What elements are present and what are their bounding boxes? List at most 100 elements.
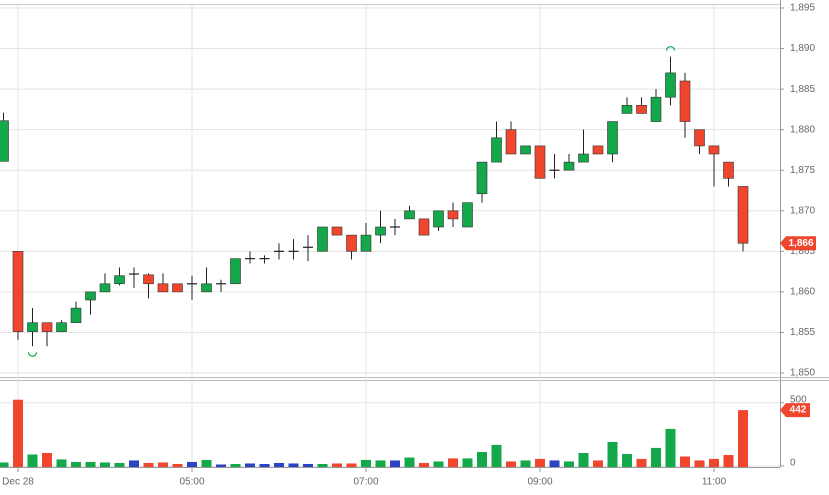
y-tick-label: 1,895 xyxy=(790,3,815,14)
low-marker xyxy=(27,352,38,357)
volume-bar xyxy=(85,461,96,467)
last-price-tag xyxy=(780,236,816,251)
volume-bar xyxy=(13,399,23,467)
volume-bar xyxy=(680,456,690,467)
volume-bar xyxy=(477,451,487,467)
candle-body xyxy=(592,145,604,155)
x-tick-label: 05:00 xyxy=(179,477,204,488)
volume-bar xyxy=(27,454,38,467)
volume-bar xyxy=(564,461,574,467)
y-tick-label: 1,870 xyxy=(790,205,815,216)
volume-bar xyxy=(520,460,531,467)
volume-bar xyxy=(100,462,110,467)
candle-body xyxy=(418,218,430,236)
candle-body xyxy=(85,291,96,301)
volume-bar xyxy=(651,447,661,467)
candle-body xyxy=(505,129,517,155)
volume-bar xyxy=(390,460,400,467)
candle-body xyxy=(737,186,749,244)
candle-body xyxy=(12,251,24,332)
last-volume-tag xyxy=(780,403,810,418)
volume-bar xyxy=(201,459,212,467)
candle-body xyxy=(433,210,444,228)
candle-body xyxy=(636,105,647,114)
candle-body xyxy=(665,72,676,98)
candle-body xyxy=(476,161,488,195)
candle-body xyxy=(520,145,531,155)
candle-body xyxy=(114,275,125,285)
candle-body xyxy=(56,322,67,332)
y-tick-label: 1,865 xyxy=(790,246,815,257)
candle-body xyxy=(172,283,183,293)
volume-bar xyxy=(723,454,734,467)
candle-body xyxy=(317,226,328,252)
y-tick-label: 1,890 xyxy=(790,43,815,54)
volume-bar xyxy=(230,463,241,467)
volume-bar xyxy=(129,460,139,467)
candle-body xyxy=(375,226,386,236)
candle-body xyxy=(99,283,111,293)
volume-bar xyxy=(738,410,748,467)
volume-bar xyxy=(419,462,429,467)
volume-bar xyxy=(549,460,560,467)
candle-body xyxy=(230,258,241,285)
last-volume-label: 442 xyxy=(790,405,807,416)
candle-body xyxy=(694,129,705,147)
candle-body xyxy=(346,234,357,252)
high-marker xyxy=(665,46,676,51)
volume-bar xyxy=(187,461,197,467)
volume-bar xyxy=(114,462,125,467)
volume-bar xyxy=(665,428,676,467)
volume-bar xyxy=(346,463,357,467)
candle-body xyxy=(563,161,575,171)
grid xyxy=(0,5,780,467)
volume-bar xyxy=(622,453,632,467)
volume-bar xyxy=(694,460,705,467)
candle-body xyxy=(143,274,154,285)
volume-bar xyxy=(42,452,52,467)
candle-body xyxy=(650,96,662,122)
volume-bar xyxy=(448,458,458,467)
last-price-label: 1,866 xyxy=(788,238,813,249)
y-tick-label: 1,875 xyxy=(790,165,815,176)
volume-bar xyxy=(433,461,444,467)
x-tick-label: 09:00 xyxy=(527,477,552,488)
volume-bar xyxy=(158,462,168,467)
x-tick-label: Dec 28 xyxy=(2,477,34,488)
candle-body xyxy=(708,145,720,155)
candle-body xyxy=(27,322,38,332)
volume-bar xyxy=(259,463,270,467)
candle-body xyxy=(534,145,546,179)
candle-body xyxy=(41,322,53,332)
volume-bar xyxy=(143,462,154,467)
y2-tick-label: 500 xyxy=(790,394,807,405)
volume-bar xyxy=(216,464,226,467)
volume-bar xyxy=(607,441,618,467)
volume-bar xyxy=(0,462,9,467)
candle-body xyxy=(447,210,459,220)
x-tick-label: 07:00 xyxy=(353,477,378,488)
volume-bar xyxy=(491,444,502,467)
candle-body xyxy=(70,307,82,324)
candle-body xyxy=(331,226,343,236)
candle-body xyxy=(679,80,691,122)
candle-body xyxy=(723,161,734,179)
volume-bar xyxy=(317,463,328,467)
y-tick-label: 1,885 xyxy=(790,84,815,95)
y2-tick-label: 0 xyxy=(790,458,796,469)
volume-bar xyxy=(578,452,589,467)
volume-bar xyxy=(332,463,342,467)
volume-bar xyxy=(71,461,81,467)
volume-bar xyxy=(593,460,603,467)
volume-bar xyxy=(506,461,516,467)
x-tick-label: 11:00 xyxy=(702,477,727,488)
candle-body xyxy=(607,121,618,155)
candle-body xyxy=(0,120,9,162)
candle-body xyxy=(462,202,473,228)
volume-bar xyxy=(462,458,473,467)
volume-bar xyxy=(535,458,545,467)
candle-body xyxy=(491,137,502,163)
